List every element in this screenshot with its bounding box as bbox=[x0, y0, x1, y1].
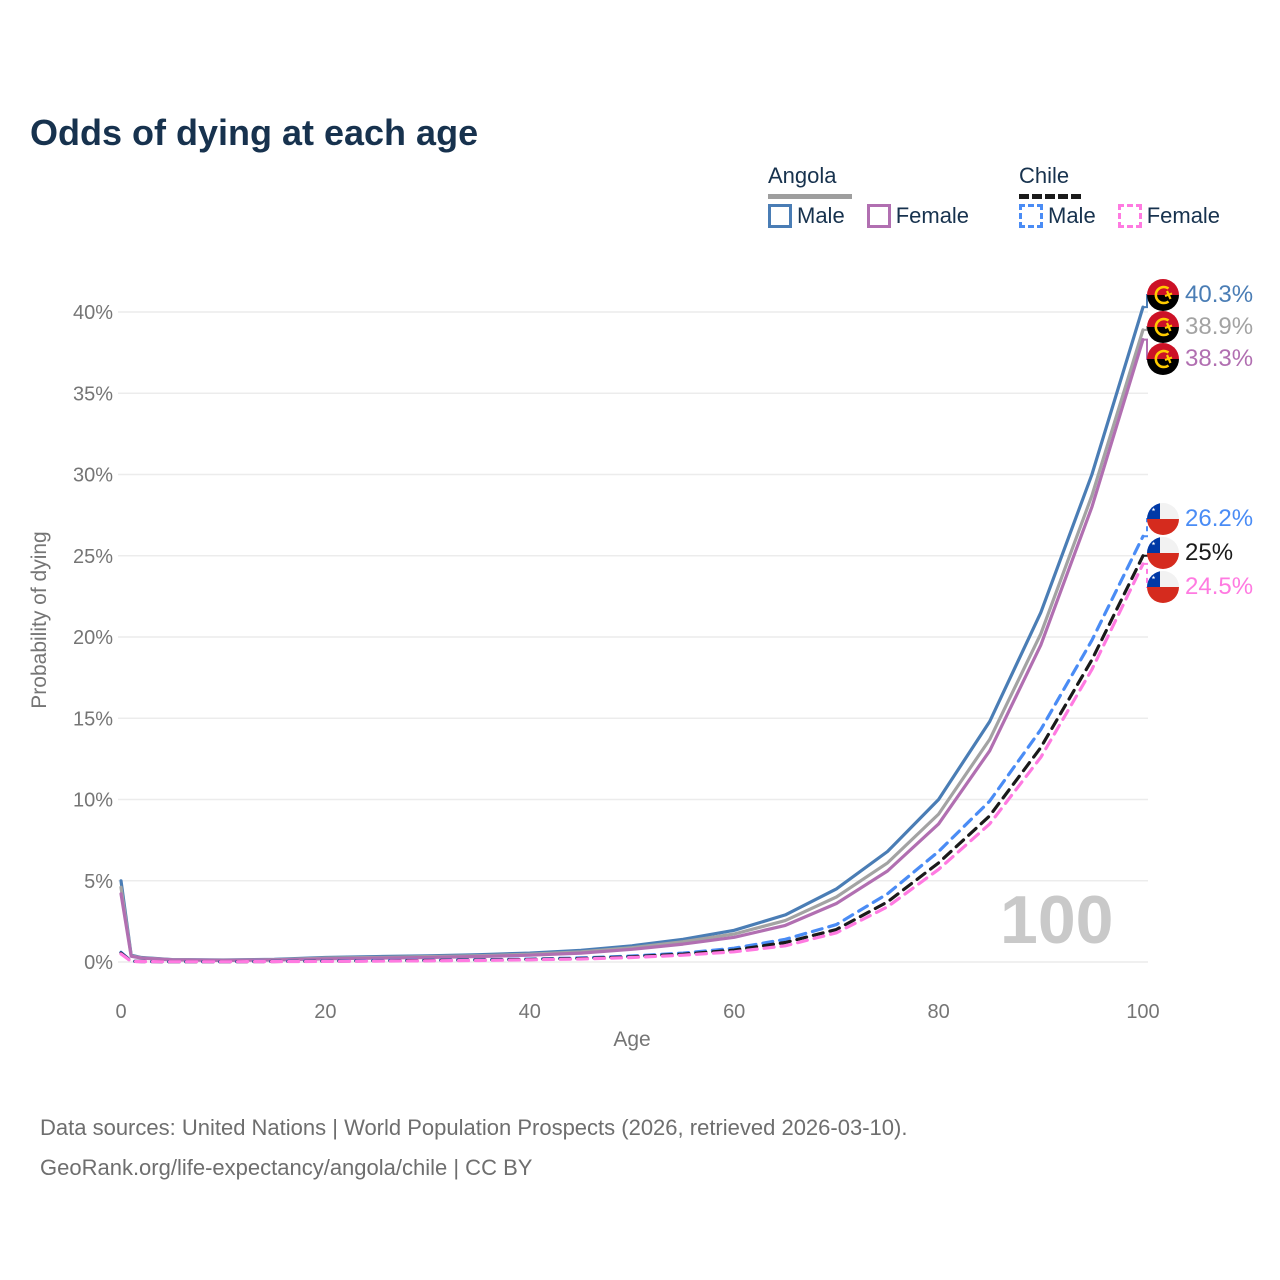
page-title: Odds of dying at each age bbox=[30, 112, 479, 154]
axis-ticks: 0% 5% 10% 15% 20% 25% 30% 35% 40% 0 20 40 60 80 100 bbox=[73, 302, 1160, 1023]
series-line-chile-female bbox=[119, 562, 1145, 964]
leader-line bbox=[1143, 552, 1151, 557]
series-lines bbox=[119, 294, 1151, 964]
end-value: 26.2% bbox=[1185, 505, 1254, 532]
legend-item-chile-female[interactable]: Female bbox=[1117, 203, 1221, 229]
end-value: 25% bbox=[1185, 539, 1234, 566]
y-tick-label: 40% bbox=[73, 302, 113, 324]
x-tick-label: 20 bbox=[314, 1001, 336, 1023]
legend-label: Female bbox=[1146, 203, 1221, 228]
footer: Data sources: United Nations | World Pop… bbox=[40, 1108, 907, 1188]
chile-female-swatch-icon bbox=[1117, 204, 1142, 228]
end-value: 40.3% bbox=[1185, 281, 1254, 308]
legend-header-chile: Chile bbox=[1019, 163, 1070, 188]
y-axis-title: Probability of dying bbox=[28, 531, 51, 708]
series-line-angola-male bbox=[119, 305, 1145, 962]
gridlines bbox=[118, 311, 1148, 963]
angola-male-swatch-icon bbox=[768, 204, 792, 228]
attribution-line: GeoRank.org/life-expectancy/angola/chile… bbox=[40, 1155, 533, 1180]
angola-line-style-swatch bbox=[768, 194, 852, 199]
chile-flag-icon bbox=[1147, 537, 1179, 569]
chile-line-style-swatch bbox=[1019, 194, 1081, 199]
series-line-chile-both bbox=[119, 554, 1145, 964]
x-tick-label: 80 bbox=[927, 1001, 949, 1023]
chile-flag-icon bbox=[1147, 571, 1179, 603]
y-tick-label: 30% bbox=[73, 465, 113, 487]
line-chart: 0% 5% 10% 15% 20% 25% 30% 35% 40% 0 20 40 60 80 100 10… bbox=[28, 294, 1160, 1051]
x-tick-label: 100 bbox=[1126, 1001, 1159, 1023]
angola-female-swatch-icon bbox=[866, 204, 891, 228]
y-tick-label: 10% bbox=[73, 790, 113, 812]
watermark-age-100: 100 bbox=[1000, 882, 1113, 958]
x-tick-label: 60 bbox=[723, 1001, 745, 1023]
series-line-angola-both bbox=[119, 328, 1145, 962]
y-tick-label: 15% bbox=[73, 708, 113, 730]
y-tick-label: 5% bbox=[84, 871, 113, 893]
end-value: 38.3% bbox=[1185, 345, 1254, 372]
series-line-angola-female bbox=[119, 338, 1145, 963]
y-tick-label: 0% bbox=[84, 952, 113, 974]
end-label-angola-both: 38.9% bbox=[1147, 311, 1253, 343]
chile-male-swatch-icon bbox=[1019, 204, 1043, 228]
x-tick-label: 40 bbox=[519, 1001, 541, 1023]
y-tick-label: 35% bbox=[73, 383, 113, 405]
end-value: 24.5% bbox=[1185, 573, 1254, 600]
y-tick-label: 20% bbox=[73, 627, 113, 649]
y-tick-label: 25% bbox=[73, 546, 113, 568]
angola-flag-icon bbox=[1147, 343, 1179, 375]
legend-item-chile-male[interactable]: Male bbox=[1019, 203, 1096, 229]
legend-items-chile: Male Female bbox=[1019, 203, 1220, 229]
legend-label: Male bbox=[797, 203, 845, 228]
x-axis-title: Age bbox=[613, 1028, 650, 1051]
legend-item-angola-female[interactable]: Female bbox=[866, 203, 970, 229]
x-tick-label: 0 bbox=[115, 1001, 126, 1023]
legend-group-chile: Chile bbox=[1019, 163, 1081, 199]
end-label-angola-female: 38.3% bbox=[1147, 343, 1253, 375]
legend-item-angola-male[interactable]: Male bbox=[768, 203, 845, 229]
chile-flag-icon bbox=[1147, 503, 1179, 535]
end-label-angola-male: 40.3% bbox=[1147, 279, 1253, 311]
legend-items-angola: Male Female bbox=[768, 203, 969, 229]
leader-line bbox=[1143, 518, 1151, 538]
legend-label: Male bbox=[1048, 203, 1096, 228]
end-label-chile-male: 26.2% bbox=[1147, 503, 1253, 535]
angola-flag-icon bbox=[1147, 279, 1179, 311]
end-value: 38.9% bbox=[1185, 313, 1254, 340]
legend-header-angola: Angola bbox=[768, 163, 837, 188]
data-sources-line: Data sources: United Nations | World Pop… bbox=[40, 1115, 908, 1140]
legend-label: Female bbox=[895, 203, 970, 228]
legend-group-angola: Angola bbox=[768, 163, 852, 199]
end-label-chile-both: 25% bbox=[1147, 537, 1233, 569]
angola-flag-icon bbox=[1147, 311, 1179, 343]
end-label-chile-female: 24.5% bbox=[1147, 571, 1253, 603]
